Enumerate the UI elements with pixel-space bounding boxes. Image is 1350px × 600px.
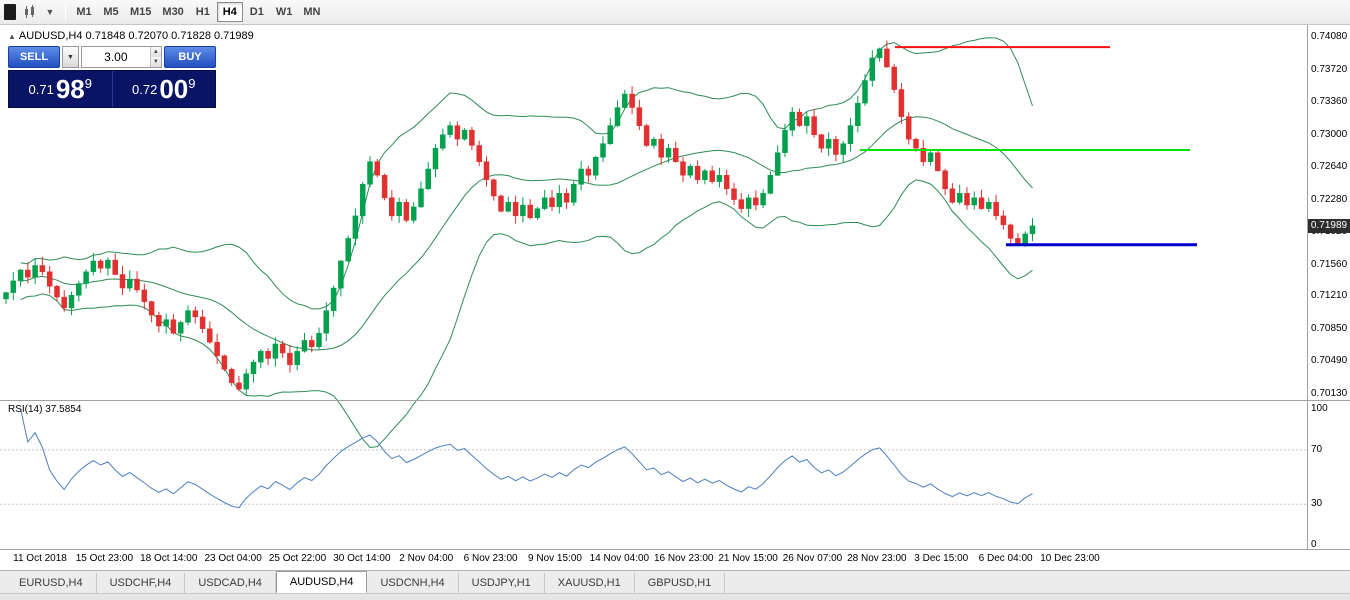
mini-candles-icon bbox=[25, 5, 34, 18]
toolbar-separator bbox=[65, 3, 66, 21]
price-axis-label: 0.72280 bbox=[1311, 193, 1348, 205]
timeframe-button-W1[interactable]: W1 bbox=[271, 2, 298, 22]
lot-decrease-icon[interactable]: ▼ bbox=[150, 57, 161, 67]
timeframe-button-group: M1 M5 M15 M30 H1 H4 D1 W1 MN bbox=[71, 2, 325, 22]
price-axis-label: 0.70490 bbox=[1311, 355, 1348, 367]
price-axis-label: 0.70850 bbox=[1311, 322, 1348, 334]
chart-tabs-bar: EURUSD,H4 USDCHF,H4 USDCAD,H4 AUDUSD,H4 USDC… bbox=[0, 570, 1350, 593]
price-axis-label: 0.74080 bbox=[1311, 31, 1348, 43]
price-axis-label: 0.73360 bbox=[1311, 96, 1348, 108]
timeframe-button-M30[interactable]: M30 bbox=[157, 2, 188, 22]
rsi-axis-label: 70 bbox=[1311, 443, 1323, 455]
date-axis-label: 25 Oct 22:00 bbox=[268, 553, 327, 564]
date-axis-label: 21 Nov 15:00 bbox=[718, 553, 778, 564]
order-options-dropdown[interactable]: ▼ bbox=[62, 46, 79, 68]
ask-price[interactable]: 0.72 00 9 bbox=[111, 71, 216, 107]
ohlc-text: AUDUSD,H4 0.71848 0.72070 0.71828 0.7198… bbox=[18, 30, 254, 42]
ask-price-prefix: 0.72 bbox=[132, 81, 158, 97]
chart-tab-AUDUSD-H4[interactable]: AUDUSD,H4 bbox=[275, 571, 368, 593]
current-price-tag: 0.71989 bbox=[1308, 218, 1350, 233]
date-axis-label: 6 Nov 23:00 bbox=[463, 553, 518, 564]
chart-tab-GBPUSD-H1[interactable]: GBPUSD,H1 bbox=[635, 573, 726, 593]
date-axis-label: 2 Nov 04:00 bbox=[399, 553, 454, 564]
timeframe-button-H4[interactable]: H4 bbox=[216, 2, 243, 22]
bid-price-prefix: 0.71 bbox=[28, 81, 54, 97]
lot-size-field: ▲ ▼ bbox=[81, 46, 162, 68]
date-axis-label: 3 Dec 15:00 bbox=[914, 553, 969, 564]
date-axis-label: 18 Oct 14:00 bbox=[140, 553, 198, 564]
chart-tab-USDCAD-H4[interactable]: USDCAD,H4 bbox=[185, 573, 276, 593]
date-axis-label: 15 Oct 23:00 bbox=[75, 553, 134, 564]
bid-price[interactable]: 0.71 98 9 bbox=[9, 71, 112, 107]
chart-window-icon[interactable] bbox=[4, 4, 16, 20]
chart-tab-EURUSD-H4[interactable]: EURUSD,H4 bbox=[6, 573, 97, 593]
date-axis-label: 14 Nov 04:00 bbox=[589, 553, 650, 564]
date-axis-label: 23 Oct 04:00 bbox=[204, 553, 262, 564]
rsi-axis-label: 100 bbox=[1311, 403, 1328, 414]
timeframe-button-M15[interactable]: M15 bbox=[125, 2, 156, 22]
lot-increase-icon[interactable]: ▲ bbox=[150, 47, 161, 57]
date-axis-label: 16 Nov 23:00 bbox=[654, 553, 714, 564]
timeframe-button-D1[interactable]: D1 bbox=[244, 2, 270, 22]
timeframe-button-M1[interactable]: M1 bbox=[71, 2, 97, 22]
sell-button[interactable]: SELL bbox=[8, 46, 60, 68]
buy-button[interactable]: BUY bbox=[164, 46, 216, 68]
timeframe-button-MN[interactable]: MN bbox=[298, 2, 325, 22]
top-toolbar: ▼ M1 M5 M15 M30 H1 H4 D1 W1 MN bbox=[0, 0, 1350, 25]
date-axis-label: 30 Oct 14:00 bbox=[333, 553, 391, 564]
ask-price-big-digits: 00 bbox=[159, 74, 189, 104]
date-axis-label: 28 Nov 23:00 bbox=[847, 553, 907, 564]
chart-type-icon[interactable] bbox=[20, 2, 40, 22]
date-axis-label: 26 Nov 07:00 bbox=[782, 553, 843, 564]
date-axis-label: 11 Oct 2018 bbox=[13, 553, 67, 564]
chart-tab-USDCNH-H4[interactable]: USDCNH,H4 bbox=[367, 573, 459, 593]
one-click-controls-row: SELL ▼ ▲ ▼ BUY bbox=[8, 46, 216, 68]
price-axis-label: 0.70130 bbox=[1311, 387, 1348, 399]
chart-shift-icon: ▲ bbox=[8, 32, 16, 41]
price-axis-label: 0.73000 bbox=[1311, 128, 1348, 140]
price-axis-label: 0.73720 bbox=[1311, 63, 1348, 75]
timeframe-button-M5[interactable]: M5 bbox=[98, 2, 124, 22]
rsi-axis-label: 0 bbox=[1311, 539, 1317, 550]
ask-price-pipette: 9 bbox=[188, 76, 196, 91]
rsi-axis-label: 30 bbox=[1311, 498, 1323, 510]
price-axis-label: 0.72640 bbox=[1311, 161, 1348, 173]
chart-tab-XAUUSD-H1[interactable]: XAUUSD,H1 bbox=[545, 573, 635, 593]
bid-ask-display: 0.71 98 9 0.72 00 9 bbox=[8, 70, 216, 108]
symbol-ohlc-info: ▲ AUDUSD,H4 0.71848 0.72070 0.71828 0.719… bbox=[8, 30, 254, 42]
date-axis-label: 6 Dec 04:00 bbox=[978, 553, 1033, 564]
bid-price-big-digits: 98 bbox=[55, 74, 85, 104]
price-axis-label: 0.71560 bbox=[1311, 258, 1348, 270]
date-axis-label: 9 Nov 15:00 bbox=[528, 553, 582, 564]
price-axis-label: 0.71210 bbox=[1311, 290, 1348, 302]
timeframe-button-H1[interactable]: H1 bbox=[190, 2, 216, 22]
rsi-indicator-label: RSI(14) 37.5854 bbox=[8, 404, 82, 415]
chart-tab-USDJPY-H1[interactable]: USDJPY,H1 bbox=[459, 573, 545, 593]
status-bar bbox=[0, 593, 1350, 600]
chevron-down-icon[interactable]: ▼ bbox=[40, 2, 60, 22]
lot-size-input[interactable] bbox=[82, 47, 150, 67]
chart-tab-USDCHF-H4[interactable]: USDCHF,H4 bbox=[97, 573, 186, 593]
bid-price-pipette: 9 bbox=[84, 76, 92, 91]
lot-spinner: ▲ ▼ bbox=[149, 47, 161, 67]
date-axis-label: 10 Dec 23:00 bbox=[1040, 553, 1100, 564]
